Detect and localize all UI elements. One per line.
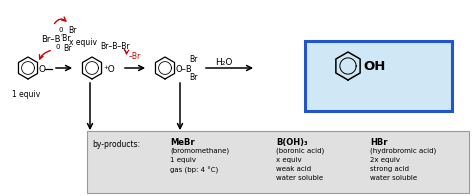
FancyBboxPatch shape bbox=[305, 41, 452, 111]
Text: Br: Br bbox=[189, 54, 197, 64]
Text: 0: 0 bbox=[59, 27, 64, 33]
Text: –Br: –Br bbox=[129, 52, 141, 61]
Text: O: O bbox=[39, 64, 46, 74]
Text: Br: Br bbox=[63, 44, 72, 53]
Text: (bromomethane)
1 equiv
gas (bp: 4 °C): (bromomethane) 1 equiv gas (bp: 4 °C) bbox=[170, 148, 229, 174]
Text: by-products:: by-products: bbox=[92, 140, 140, 149]
Text: O–B: O–B bbox=[176, 64, 193, 74]
Text: HBr: HBr bbox=[370, 138, 388, 147]
Text: Br–B: Br–B bbox=[41, 34, 61, 44]
Text: Br: Br bbox=[189, 73, 197, 82]
Text: 1 equiv: 1 equiv bbox=[12, 90, 40, 99]
Text: Br–B–Br: Br–B–Br bbox=[100, 42, 129, 51]
Text: OH: OH bbox=[363, 61, 385, 74]
Text: B(OH)₃: B(OH)₃ bbox=[276, 138, 308, 147]
FancyBboxPatch shape bbox=[87, 131, 469, 193]
Text: H₂O: H₂O bbox=[215, 57, 233, 66]
Text: x equiv: x equiv bbox=[69, 37, 97, 46]
Text: Br: Br bbox=[68, 25, 76, 34]
Text: ⁺O: ⁺O bbox=[103, 64, 115, 74]
Text: MeBr: MeBr bbox=[170, 138, 195, 147]
Text: ʹBr: ʹBr bbox=[60, 34, 71, 43]
Text: (hydrobromic acid)
2x equiv
strong acid
water soluble: (hydrobromic acid) 2x equiv strong acid … bbox=[370, 148, 436, 181]
Text: 0: 0 bbox=[56, 44, 61, 50]
Text: (boronic acid)
x equiv
weak acid
water soluble: (boronic acid) x equiv weak acid water s… bbox=[276, 148, 324, 181]
